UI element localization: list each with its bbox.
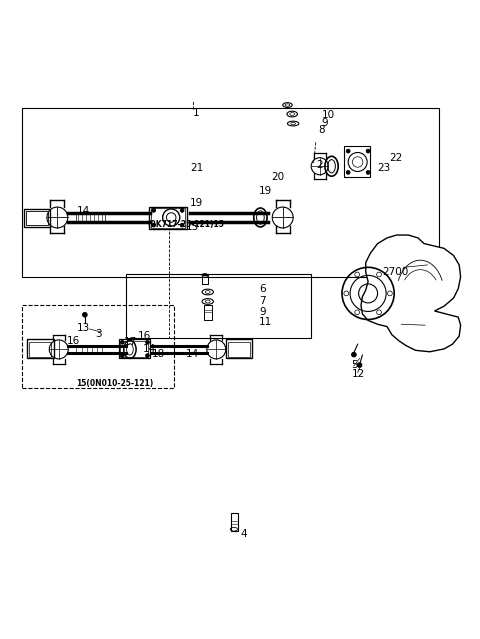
Text: 19: 19 xyxy=(190,198,204,208)
Text: 16: 16 xyxy=(67,336,80,346)
Text: 15(0N010-25-121): 15(0N010-25-121) xyxy=(76,379,154,388)
Text: 9: 9 xyxy=(259,307,265,317)
Text: 17: 17 xyxy=(124,337,137,347)
Bar xyxy=(24,209,50,227)
Text: 1: 1 xyxy=(192,108,199,118)
Text: 5: 5 xyxy=(351,360,358,369)
Bar xyxy=(76,213,105,222)
Bar xyxy=(29,343,51,357)
Bar xyxy=(22,305,174,389)
Bar xyxy=(228,343,250,357)
Text: 18: 18 xyxy=(152,349,166,359)
Text: 21: 21 xyxy=(190,163,204,173)
Bar xyxy=(27,339,54,358)
Circle shape xyxy=(152,223,156,227)
Polygon shape xyxy=(361,235,461,351)
Text: 13: 13 xyxy=(76,323,90,332)
Text: 10: 10 xyxy=(322,111,335,121)
Text: 3: 3 xyxy=(96,328,102,339)
Text: 14: 14 xyxy=(185,349,199,358)
Bar xyxy=(119,339,150,358)
Circle shape xyxy=(120,341,124,344)
Circle shape xyxy=(346,149,350,153)
Bar xyxy=(230,512,238,530)
Text: 6: 6 xyxy=(259,284,265,294)
Text: 8: 8 xyxy=(318,125,325,135)
Text: 12: 12 xyxy=(351,369,365,379)
Bar xyxy=(151,208,185,228)
Bar xyxy=(22,109,439,277)
Circle shape xyxy=(83,312,87,317)
Circle shape xyxy=(366,171,370,174)
Text: 4: 4 xyxy=(240,529,247,539)
Circle shape xyxy=(145,341,149,344)
Text: 15: 15 xyxy=(185,222,199,232)
Text: 7: 7 xyxy=(259,295,265,305)
Circle shape xyxy=(351,352,356,357)
Text: 23: 23 xyxy=(378,163,391,173)
Bar xyxy=(149,206,187,229)
Bar xyxy=(120,341,148,357)
Bar xyxy=(344,146,371,177)
Text: 16: 16 xyxy=(138,331,151,341)
Text: 9: 9 xyxy=(322,118,328,128)
Text: 19: 19 xyxy=(259,187,272,196)
Circle shape xyxy=(180,208,184,212)
Text: (0K717-25-121)15: (0K717-25-121)15 xyxy=(147,220,224,229)
Circle shape xyxy=(180,223,184,227)
Bar xyxy=(25,212,48,225)
Circle shape xyxy=(346,171,350,174)
Circle shape xyxy=(357,363,362,367)
Circle shape xyxy=(145,353,149,357)
Circle shape xyxy=(120,353,124,357)
Bar xyxy=(202,275,208,284)
Circle shape xyxy=(152,208,156,212)
Text: 20: 20 xyxy=(271,172,284,182)
Text: 2700: 2700 xyxy=(383,267,408,277)
Bar xyxy=(126,274,311,339)
Bar xyxy=(226,339,252,358)
Text: 11: 11 xyxy=(259,317,272,327)
Text: 2: 2 xyxy=(316,160,323,171)
Text: 14: 14 xyxy=(76,206,90,217)
Bar xyxy=(204,305,212,320)
Text: 22: 22 xyxy=(389,153,403,163)
Circle shape xyxy=(366,149,370,153)
Text: 14: 14 xyxy=(143,344,156,354)
